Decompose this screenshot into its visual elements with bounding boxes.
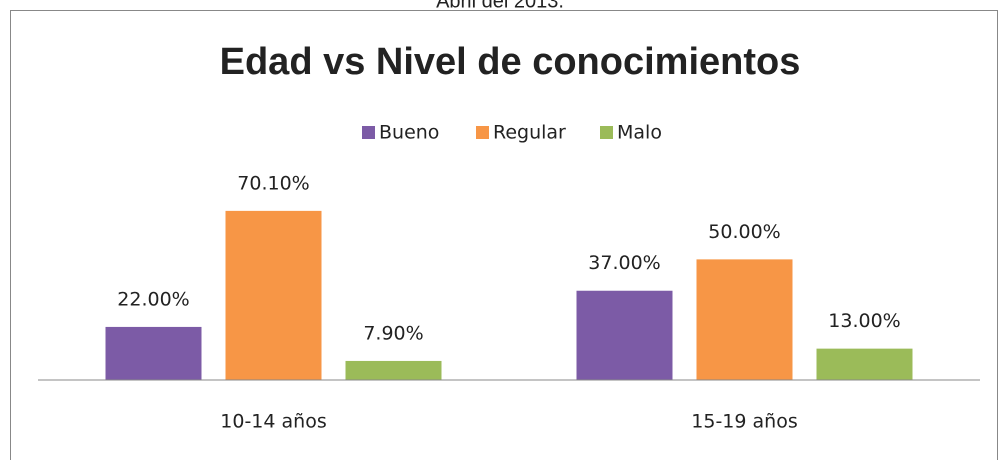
data-label: 7.90%: [363, 322, 423, 344]
bar: [696, 259, 793, 380]
legend-label: Malo: [617, 122, 662, 144]
data-label: 37.00%: [588, 252, 660, 274]
chart-frame: [10, 10, 998, 460]
legend-swatch: [362, 126, 375, 139]
data-label: 70.10%: [237, 172, 309, 194]
legend-swatch: [476, 126, 489, 139]
x-tick-label: 10-14 años: [220, 411, 326, 433]
header-text: Abril del 2013.: [436, 0, 564, 12]
x-tick-label: 15-19 años: [691, 411, 797, 433]
bar: [345, 360, 442, 380]
legend-label: Bueno: [379, 122, 439, 144]
chart-title: Edad vs Nivel de conocimientos: [220, 41, 801, 83]
data-label: 13.00%: [828, 310, 900, 332]
legend-label: Regular: [493, 122, 566, 144]
bar: [816, 348, 913, 380]
bar: [576, 290, 673, 380]
bar: [105, 326, 202, 380]
legend-swatch: [600, 126, 613, 139]
data-label: 50.00%: [708, 221, 780, 243]
bar: [225, 210, 322, 380]
data-label: 22.00%: [117, 288, 189, 310]
